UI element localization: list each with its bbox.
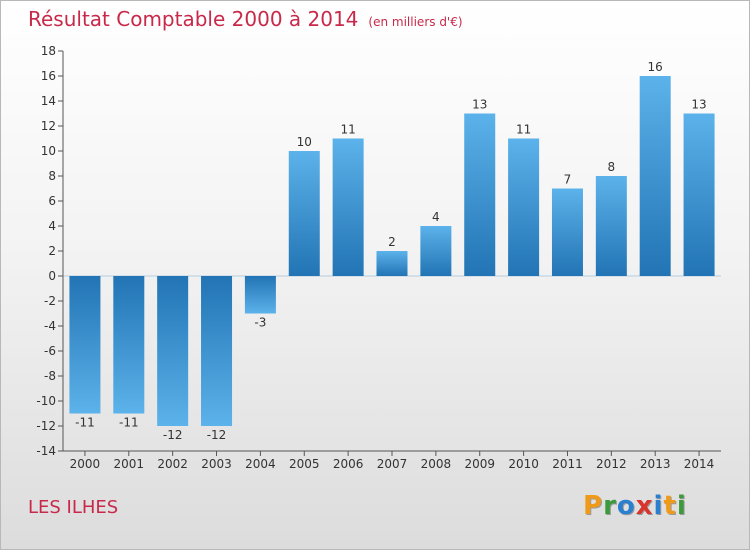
bar-2012 — [595, 176, 627, 276]
x-tick-label: 2009 — [464, 457, 495, 471]
bar-2010 — [508, 138, 540, 276]
x-tick-label: 2007 — [377, 457, 408, 471]
chart-title: Résultat Comptable 2000 à 2014 (en millie… — [28, 7, 463, 31]
x-tick-label: 2011 — [552, 457, 583, 471]
data-label: 2 — [388, 235, 396, 249]
bar-2009 — [464, 113, 496, 276]
bar-2014 — [683, 113, 715, 276]
bar-2002 — [157, 276, 189, 426]
x-tick-label: 2006 — [333, 457, 364, 471]
y-tick-label: 8 — [48, 169, 56, 183]
y-tick-label: 18 — [41, 44, 56, 58]
y-tick-label: -2 — [44, 294, 56, 308]
bar-2005 — [288, 151, 320, 276]
bar-2004 — [244, 276, 276, 314]
data-label: 13 — [472, 98, 487, 112]
bar-2003 — [201, 276, 233, 426]
y-tick-label: 10 — [41, 144, 56, 158]
data-label: 13 — [691, 98, 706, 112]
bar-2001 — [113, 276, 145, 414]
data-label: -11 — [75, 416, 95, 430]
data-label: -12 — [207, 428, 227, 442]
chart-title-text: Résultat Comptable 2000 à 2014 — [28, 7, 359, 31]
y-tick-label: 16 — [41, 69, 56, 83]
y-tick-label: 12 — [41, 119, 56, 133]
bar-2007 — [376, 251, 408, 276]
x-tick-label: 2002 — [157, 457, 188, 471]
y-tick-label: 6 — [48, 194, 56, 208]
proxiti-logo: Proxiti — [583, 491, 687, 521]
data-label: 16 — [648, 60, 663, 74]
data-label: -11 — [119, 416, 139, 430]
data-label: 7 — [564, 173, 572, 187]
data-label: -3 — [254, 316, 266, 330]
x-tick-label: 2008 — [421, 457, 452, 471]
x-tick-label: 2014 — [684, 457, 715, 471]
x-tick-label: 2013 — [640, 457, 671, 471]
y-tick-label: -6 — [44, 344, 56, 358]
bar-2008 — [420, 226, 452, 276]
data-label: 11 — [516, 123, 531, 137]
x-tick-label: 2000 — [70, 457, 101, 471]
bar-2011 — [551, 188, 583, 276]
x-tick-label: 2001 — [114, 457, 145, 471]
data-label: 8 — [608, 160, 616, 174]
data-label: -12 — [163, 428, 183, 442]
bar-2006 — [332, 138, 364, 276]
x-tick-label: 2010 — [508, 457, 539, 471]
y-tick-label: 2 — [48, 244, 56, 258]
data-label: 11 — [340, 123, 355, 137]
y-tick-label: 0 — [48, 269, 56, 283]
y-tick-label: -8 — [44, 369, 56, 383]
y-tick-label: -4 — [44, 319, 56, 333]
data-label: 10 — [297, 135, 312, 149]
x-tick-label: 2005 — [289, 457, 320, 471]
chart-subtitle: (en milliers d'€) — [368, 15, 463, 29]
y-tick-label: -14 — [36, 444, 56, 458]
y-tick-label: 4 — [48, 219, 56, 233]
commune-name: LES ILHES — [28, 497, 119, 518]
y-tick-label: -12 — [36, 419, 56, 433]
data-label: 4 — [432, 210, 440, 224]
y-tick-label: 14 — [41, 94, 56, 108]
y-tick-label: -10 — [36, 394, 56, 408]
bar-2013 — [639, 76, 671, 276]
x-tick-label: 2004 — [245, 457, 276, 471]
bar-2000 — [69, 276, 101, 414]
x-tick-label: 2012 — [596, 457, 627, 471]
x-tick-label: 2003 — [201, 457, 232, 471]
